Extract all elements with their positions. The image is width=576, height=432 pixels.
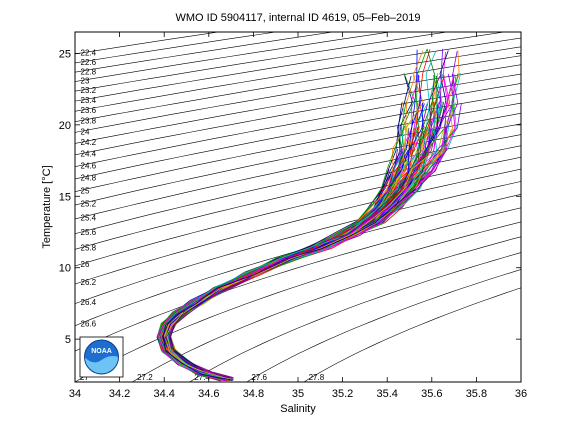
y-tick-label: 5 [65, 334, 71, 346]
contour-label: 25.8 [81, 244, 97, 253]
x-tick-label: 34 [69, 388, 81, 400]
contour-label: 22.4 [81, 49, 97, 58]
x-tick-label: 34.2 [109, 388, 130, 400]
x-tick-label: 34.6 [198, 388, 219, 400]
chart-title: WMO ID 5904117, internal ID 4619, 05–Feb… [175, 12, 420, 24]
contour-label: 27.6 [251, 373, 267, 382]
y-axis-label: Temperature [°C] [41, 165, 53, 248]
contour-label: 24.6 [81, 162, 97, 171]
density-contour [75, 32, 507, 102]
density-contour [75, 73, 521, 156]
density-contour [75, 64, 521, 144]
density-contour [75, 194, 521, 327]
contour-label: 24.8 [81, 174, 97, 183]
density-contour [131, 236, 521, 382]
contour-label: 26 [81, 260, 90, 269]
density-contour [75, 55, 521, 133]
contour-label: 26.4 [81, 298, 97, 307]
ts-profile-line [162, 188, 416, 380]
noaa-logo: NOAA [79, 336, 124, 378]
x-tick-label: 35.2 [332, 388, 353, 400]
x-tick-label: 35.8 [466, 388, 487, 400]
y-tick-label: 20 [59, 120, 71, 132]
density-contour [303, 287, 521, 382]
density-contours [75, 32, 521, 382]
x-tick-label: 35.4 [376, 388, 397, 400]
contour-label: 27.8 [309, 373, 325, 382]
contour-label: 26.2 [81, 278, 97, 287]
contour-label: 25.6 [81, 228, 97, 237]
density-contour [189, 252, 521, 382]
contour-label: 24.2 [81, 138, 97, 147]
density-contour [75, 134, 521, 235]
ts-profile-line [158, 101, 429, 379]
contour-label: 25 [81, 187, 90, 196]
y-tick-label: 10 [59, 263, 71, 275]
contour-label: 26.6 [81, 319, 97, 328]
x-tick-label: 34.8 [243, 388, 264, 400]
ts-profiles [156, 48, 462, 382]
y-tick-label: 25 [59, 48, 71, 60]
axis-ticks: 34 34.2 34.4 34.6 34.8 35 35.2 35.4 35.6 35.8 36 5 1… [59, 32, 527, 400]
x-axis-label: Salinity [280, 403, 316, 415]
density-contour [75, 32, 393, 82]
density-contour [75, 207, 521, 352]
contour-label: 23.6 [81, 106, 97, 115]
x-tick-label: 35 [292, 388, 304, 400]
contour-label: 27.4 [194, 373, 210, 382]
density-contour [75, 37, 521, 112]
ts-profile-line [166, 151, 433, 380]
density-contour [75, 181, 521, 304]
density-contour [75, 145, 521, 250]
logo-text: NOAA [91, 348, 112, 355]
contour-label: 23.8 [81, 117, 97, 126]
x-tick-label: 35.6 [421, 388, 442, 400]
contour-label: 23.4 [81, 96, 97, 105]
density-contour [75, 46, 521, 122]
contour-label: 22.8 [81, 67, 97, 76]
density-contour [75, 221, 521, 382]
x-tick-label: 36 [515, 388, 527, 400]
contour-label: 24 [81, 127, 90, 136]
density-contour [75, 168, 521, 285]
ts-profile-line [169, 233, 354, 381]
contour-label: 27.2 [137, 373, 153, 382]
contour-label: 27 [80, 373, 89, 382]
density-contour [75, 32, 450, 92]
contour-label: 22.6 [81, 58, 97, 67]
density-contour [75, 156, 521, 267]
density-contour [75, 112, 521, 206]
y-tick-label: 15 [59, 191, 71, 203]
x-tick-label: 34.4 [153, 388, 174, 400]
contour-label: 24.4 [81, 149, 97, 158]
contour-label: 23 [81, 77, 90, 86]
density-contour [75, 123, 521, 220]
ts-profile-line [170, 207, 380, 379]
contour-label: 23.2 [81, 86, 97, 95]
density-contour [246, 269, 521, 382]
contour-label: 25.2 [81, 199, 97, 208]
contour-label: 25.4 [81, 214, 97, 223]
ts-profile-line [157, 128, 433, 381]
ts-profile-line [159, 204, 389, 379]
